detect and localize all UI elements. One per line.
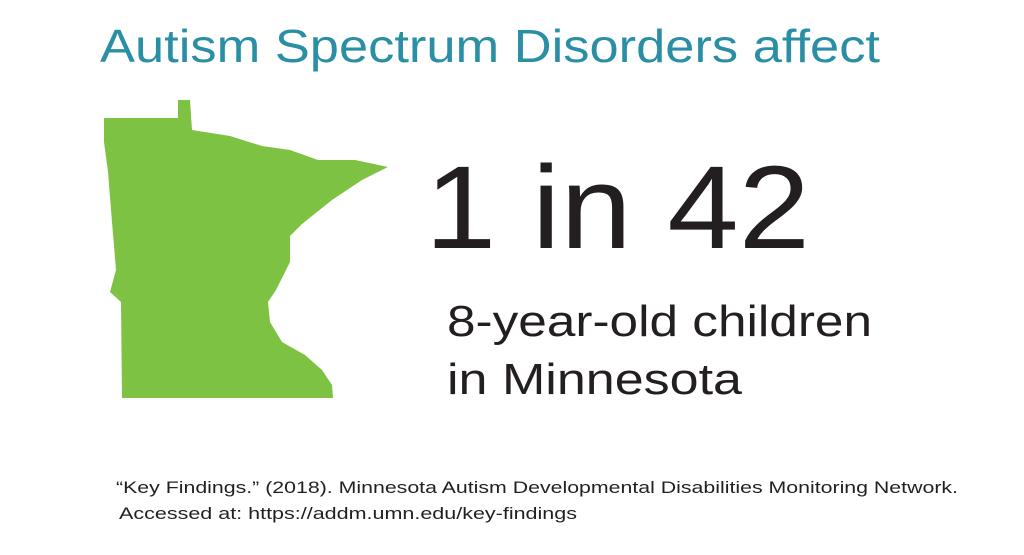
title: Autism Spectrum Disorders affect — [100, 20, 880, 72]
description-line: in Minnesota — [447, 355, 743, 404]
description-line: 8-year-old children — [447, 297, 872, 346]
citation-line: Accessed at: https://addm.umn.edu/key-fi… — [119, 504, 577, 523]
citation-line: “Key Findings.” (2018). Minnesota Autism… — [116, 478, 958, 497]
minnesota-map — [104, 100, 388, 398]
ratio: 1 in 42 — [425, 142, 810, 274]
